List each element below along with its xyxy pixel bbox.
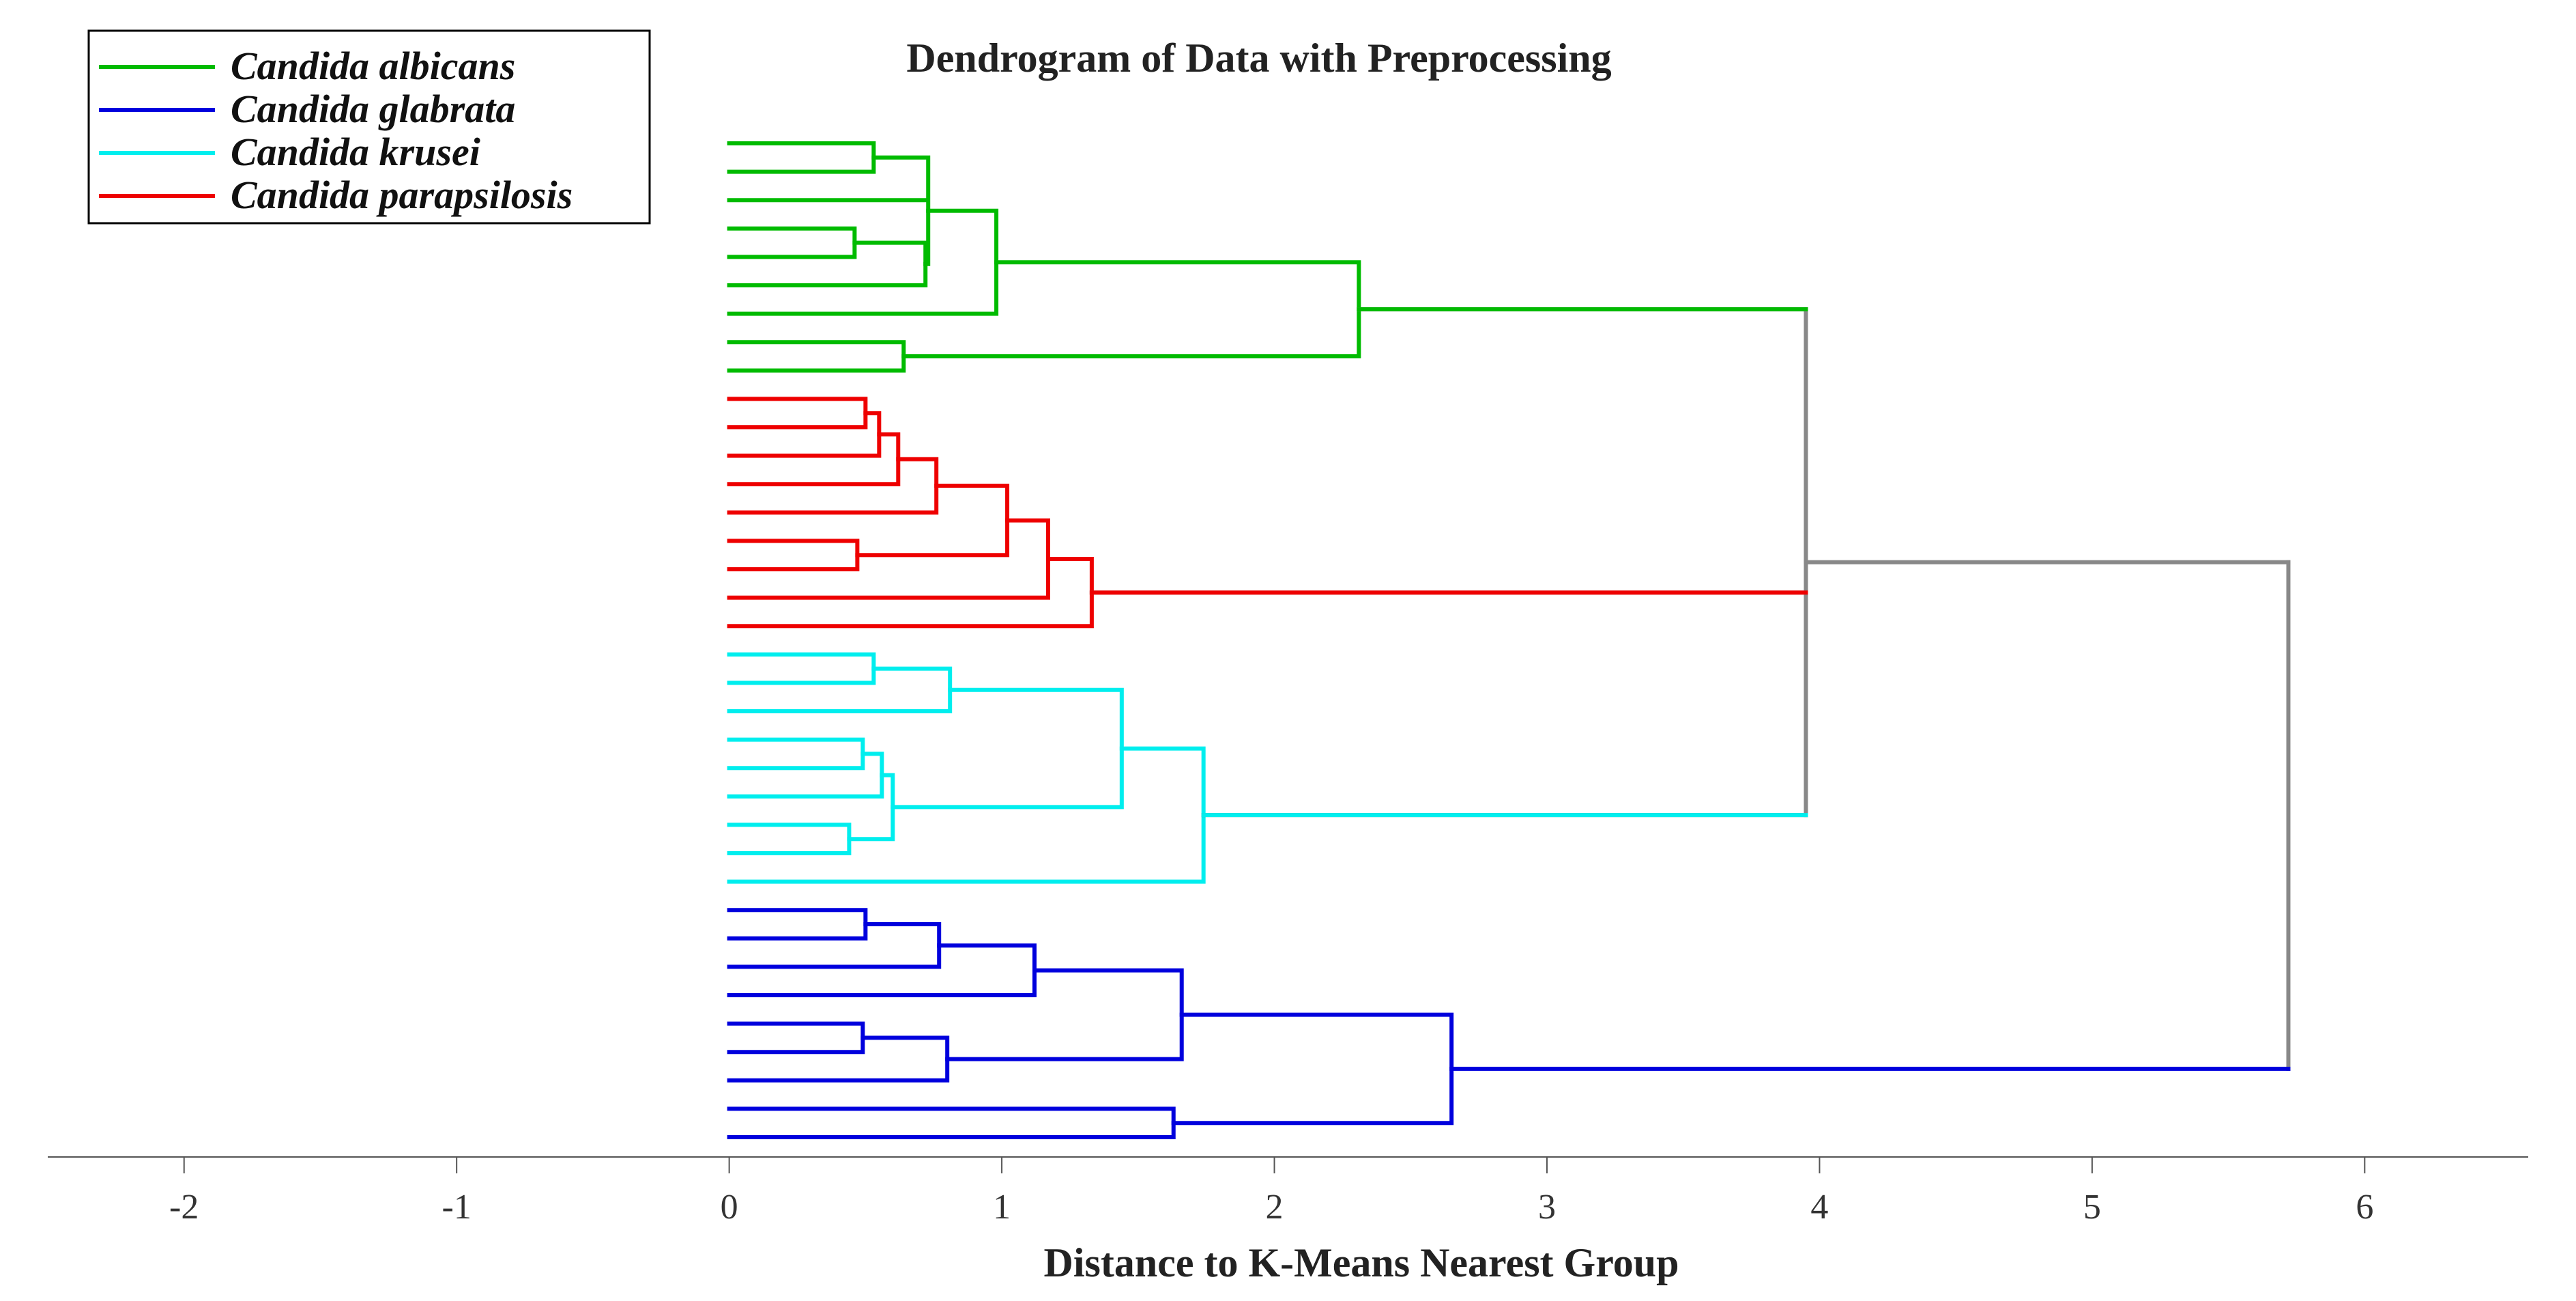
cluster-candida-krusei [727,652,1206,884]
branch-candida-parapsilosis-6 [855,483,1010,558]
x-tick-label: -1 [442,1188,472,1227]
branch-candida-glabrata-4 [727,1021,865,1055]
branch-candida-krusei-5 [727,823,852,855]
x-tick-label: -2 [169,1188,199,1227]
x-tick-label: 0 [721,1188,738,1227]
x-tick-label: 6 [2356,1188,2373,1227]
branch-candida-krusei-6 [847,773,895,842]
branch-candida-albicans-6 [727,340,906,373]
x-axis: -2 -1 0 1 2 3 4 5 6 [48,1156,2528,1227]
x-tick-label: 5 [2083,1188,2101,1227]
dendrogram-branches [727,141,2291,1139]
chart-title: Dendrogram of Data with Preprocessing [906,35,1611,81]
x-tick-label: 1 [993,1188,1011,1227]
branch-candida-glabrata-7 [727,1106,1176,1139]
branch-candida-parapsilosis-2 [727,411,882,458]
root-links-1 [1089,307,1808,818]
branch-candida-albicans-3 [727,240,928,287]
x-tick-label: 3 [1538,1188,1556,1227]
legend-box [87,29,651,225]
legend-label: Candida albicans [231,44,515,88]
branch-candida-glabrata-5 [727,1035,950,1083]
branch-candida-krusei-7 [891,687,1124,810]
x-tick-label: 4 [1810,1188,1828,1227]
branch-candida-glabrata-8 [1171,1012,1454,1126]
branch-candida-parapsilosis-5 [727,539,860,571]
legend-label: Candida krusei [231,130,480,174]
branch-candida-albicans-1 [727,141,876,174]
branch-candida-albicans-2 [727,226,857,259]
cluster-candida-parapsilosis [727,397,1094,629]
branch-candida-krusei-1 [727,652,876,685]
branch-candida-krusei-3 [727,737,865,771]
branch-candida-parapsilosis-7 [727,518,1050,600]
legend-label: Candida parapsilosis [231,173,573,217]
cluster-candida-albicans [727,141,1361,373]
branch-candida-albicans-4 [727,155,931,266]
branch-candida-albicans-5 [727,208,999,316]
branch-candida-glabrata-2 [727,922,942,969]
legend-label: Candida glabrata [231,87,515,131]
branch-candida-glabrata-3 [727,943,1037,997]
cluster-candida-glabrata [727,908,1454,1139]
x-axis-label: Distance to K-Means Nearest Group [1044,1240,1679,1285]
branch-candida-glabrata-1 [727,908,868,941]
branch-candida-krusei-2 [727,666,953,713]
branch-candida-krusei-4 [727,752,884,799]
branch-candida-albicans-7 [901,260,1361,358]
x-tick-label: 2 [1266,1188,1284,1227]
branch-candida-glabrata-6 [945,968,1184,1061]
branch-candida-parapsilosis-1 [727,397,868,429]
branch-candida-parapsilosis-3 [727,432,901,487]
